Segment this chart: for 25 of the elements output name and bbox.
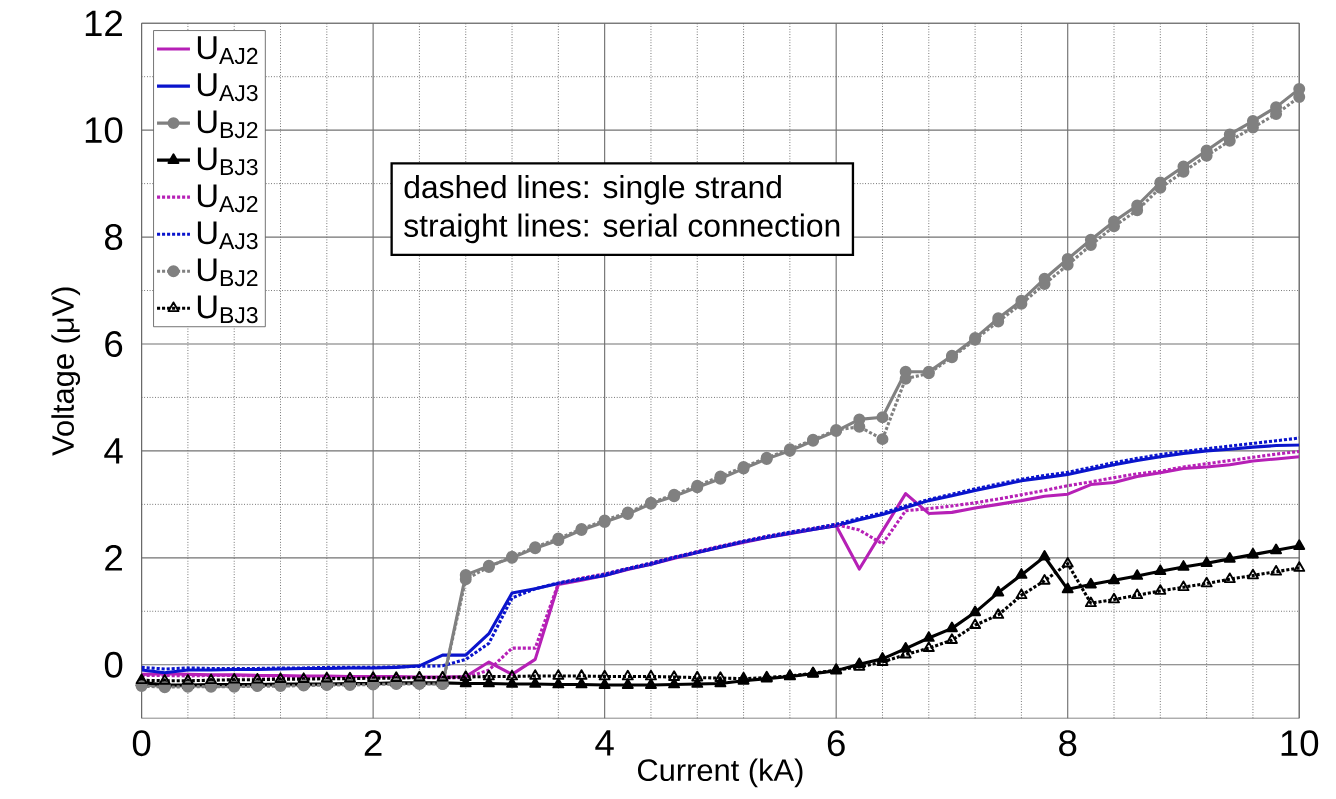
x-tick-label: 0: [132, 730, 151, 757]
y-tick-label: 4: [104, 438, 123, 464]
x-axis-title: Current (kA): [637, 758, 803, 788]
y-tick-label: 0: [104, 652, 123, 678]
annotation: straight lines: serial connection: [404, 213, 840, 244]
y-tick-label: 6: [105, 331, 123, 358]
x-tick-label: 10: [1281, 730, 1319, 757]
legend-label: U$_{BJ3}$: [197, 147, 258, 176]
legend-label: U$_{AJ2}$: [197, 184, 258, 213]
x-tick-label: 4: [595, 730, 614, 756]
y-tick-label: 2: [105, 545, 122, 571]
y-axis-title: Voltage (μV): [51, 287, 81, 457]
y-tick-label: 12: [85, 10, 122, 37]
y-tick-label: 8: [105, 224, 123, 251]
legend-label: U$_{AJ3}$: [197, 73, 258, 102]
legend-label: U$_{BJ3}$: [197, 295, 258, 324]
legend-label: U$_{AJ2}$: [197, 36, 258, 65]
x-tick-label: 2: [364, 730, 382, 757]
x-tick-label: 8: [1059, 730, 1077, 757]
y-tick-label: 10: [85, 117, 123, 144]
annotation: dashed lines: single strand: [404, 175, 781, 205]
legend-label: U$_{AJ3}$: [197, 221, 258, 250]
x-tick-label: 6: [827, 730, 845, 757]
legend-label: U$_{BJ2}$: [197, 110, 258, 139]
legend-label: U$_{BJ2}$: [197, 258, 258, 287]
